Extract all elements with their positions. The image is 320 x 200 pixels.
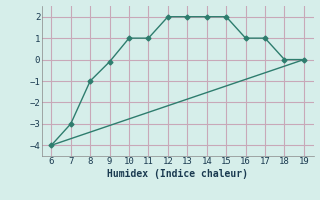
X-axis label: Humidex (Indice chaleur): Humidex (Indice chaleur) bbox=[107, 169, 248, 179]
